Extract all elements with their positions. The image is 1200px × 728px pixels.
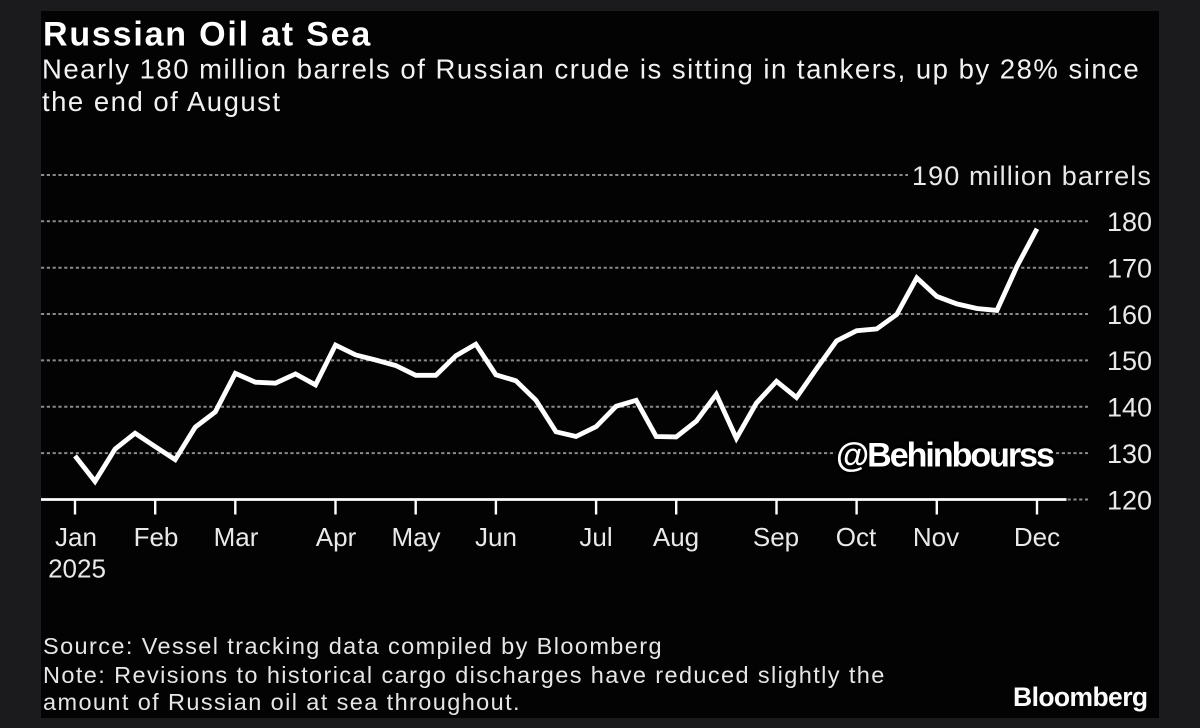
svg-text:140: 140 — [1107, 393, 1152, 423]
svg-text:@Behinbourss: @Behinbourss — [836, 437, 1054, 475]
svg-text:Oct: Oct — [836, 522, 877, 552]
svg-text:the end of August: the end of August — [42, 86, 282, 117]
svg-text:Bloomberg: Bloomberg — [1013, 682, 1147, 712]
svg-text:Feb: Feb — [134, 522, 179, 552]
svg-text:Aug: Aug — [653, 522, 699, 552]
svg-text:Jul: Jul — [579, 522, 612, 552]
svg-text:Nearly 180 million barrels of: Nearly 180 million barrels of Russian cr… — [42, 54, 1140, 85]
svg-text:Apr: Apr — [316, 522, 357, 552]
svg-text:May: May — [391, 522, 440, 552]
svg-text:2025: 2025 — [48, 554, 106, 584]
svg-text:190 million barrels: 190 million barrels — [912, 161, 1152, 191]
svg-text:170: 170 — [1107, 254, 1152, 284]
svg-text:amount of Russian oil at sea t: amount of Russian oil at sea throughout. — [43, 689, 521, 715]
svg-text:Nov: Nov — [913, 522, 959, 552]
svg-text:Note: Revisions to historical: Note: Revisions to historical cargo disc… — [43, 662, 886, 688]
svg-text:@Behinbourss: @Behinbourss — [836, 437, 1054, 475]
svg-text:120: 120 — [1107, 485, 1152, 515]
svg-text:Mar: Mar — [214, 522, 259, 552]
svg-text:Jan: Jan — [55, 522, 97, 552]
svg-text:Sep: Sep — [753, 522, 799, 552]
svg-text:180: 180 — [1107, 207, 1152, 237]
svg-text:150: 150 — [1107, 346, 1152, 376]
svg-text:160: 160 — [1107, 300, 1152, 330]
svg-text:Dec: Dec — [1014, 522, 1060, 552]
svg-text:Jun: Jun — [475, 522, 517, 552]
svg-text:130: 130 — [1107, 439, 1152, 469]
svg-text:Source: Vessel tracking data c: Source: Vessel tracking data compiled by… — [43, 633, 663, 659]
svg-text:Russian Oil at Sea: Russian Oil at Sea — [43, 16, 372, 54]
